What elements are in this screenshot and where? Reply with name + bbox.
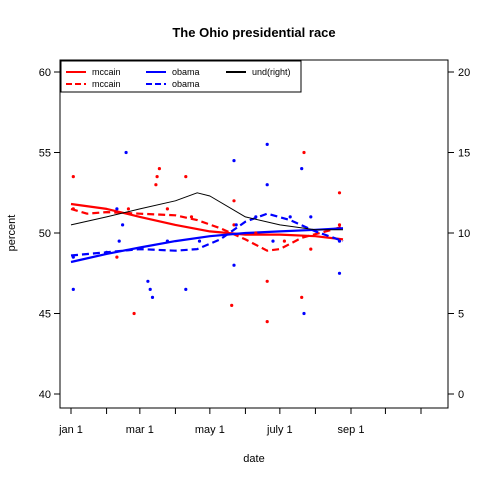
point-obama <box>300 167 304 171</box>
point-obama <box>271 239 275 243</box>
point-mccain <box>184 175 188 179</box>
point-obama <box>337 239 342 243</box>
point-mccain <box>71 175 75 179</box>
x-axis: jan 1 mar 1 may 1 july 1 sep 1 <box>58 408 422 436</box>
series-layer <box>70 192 344 264</box>
point-obama <box>115 207 119 211</box>
point-mccain <box>71 207 75 211</box>
point-obama <box>232 159 236 163</box>
x-tick-label: may 1 <box>195 424 225 436</box>
point-mccain <box>300 295 304 299</box>
x-axis-label: date <box>243 453 264 465</box>
point-mccain <box>230 303 234 307</box>
right-tick-label: 0 <box>458 389 464 401</box>
point-mccain <box>115 255 119 259</box>
point-obama <box>234 223 238 227</box>
point-obama <box>71 255 75 259</box>
legend-label: und(right) <box>252 67 291 77</box>
x-tick-label: jan 1 <box>58 424 83 436</box>
legend-label: mccain <box>92 79 121 89</box>
point-obama <box>117 239 121 243</box>
point-mccain <box>157 167 161 171</box>
x-tick-label: sep 1 <box>338 424 365 436</box>
point-mccain <box>165 207 169 211</box>
right-axis: 0 5 10 15 20 <box>448 67 470 401</box>
series-line-obama-dashed <box>70 212 344 257</box>
plot-area <box>59 59 449 409</box>
point-obama <box>146 279 150 283</box>
point-obama <box>288 215 292 219</box>
y-axis-label: percent <box>6 215 18 252</box>
chart-title: The Ohio presidential race <box>172 25 335 40</box>
right-tick-label: 10 <box>458 228 470 240</box>
left-tick-label: 55 <box>39 148 51 160</box>
left-tick-label: 40 <box>39 389 51 401</box>
legend-label: obama <box>172 79 200 89</box>
point-mccain <box>265 279 269 283</box>
point-obama <box>71 287 75 291</box>
point-obama <box>232 263 236 267</box>
point-mccain <box>337 191 342 195</box>
point-obama <box>184 287 188 291</box>
point-obama <box>254 215 258 219</box>
point-obama <box>197 239 202 243</box>
legend-label: mccain <box>92 67 121 77</box>
left-tick-label: 50 <box>39 228 51 240</box>
right-tick-label: 15 <box>458 148 470 160</box>
point-obama <box>265 183 269 187</box>
legend-label: obama <box>172 67 200 77</box>
series-line-undright-solid <box>70 192 343 231</box>
left-tick-label: 45 <box>39 309 51 321</box>
left-axis: 40 45 50 55 60 <box>39 67 60 401</box>
series-line-mccain-dashed <box>70 207 344 252</box>
left-tick-label: 60 <box>39 67 51 79</box>
point-obama <box>265 142 269 146</box>
series-line-mccain-solid <box>70 202 344 241</box>
point-mccain <box>265 320 269 324</box>
point-mccain <box>232 223 236 227</box>
right-tick-label: 20 <box>458 67 470 79</box>
right-tick-label: 5 <box>458 309 464 321</box>
point-mccain <box>232 199 236 203</box>
point-mccain <box>302 150 306 155</box>
point-obama <box>302 311 306 316</box>
legend-box <box>60 60 302 93</box>
point-mccain <box>254 231 258 235</box>
points-layer <box>71 142 342 324</box>
point-obama <box>165 239 169 243</box>
point-obama <box>121 223 125 227</box>
point-mccain <box>154 183 158 187</box>
point-mccain <box>189 215 194 219</box>
point-obama <box>309 215 313 219</box>
point-mccain <box>309 247 313 251</box>
point-obama <box>105 250 109 254</box>
legend: mccain mccain obama obama und(right) <box>60 60 302 93</box>
point-mccain <box>282 239 286 243</box>
point-mccain <box>126 207 130 211</box>
point-obama <box>148 287 152 291</box>
point-mccain <box>132 311 136 316</box>
point-mccain <box>155 175 159 179</box>
point-obama <box>150 295 155 299</box>
point-obama <box>124 150 128 155</box>
point-obama <box>337 271 342 275</box>
plot-frame <box>59 59 449 409</box>
point-mccain <box>337 223 342 227</box>
x-tick-label: mar 1 <box>126 424 154 436</box>
x-tick-label: july 1 <box>266 424 293 436</box>
